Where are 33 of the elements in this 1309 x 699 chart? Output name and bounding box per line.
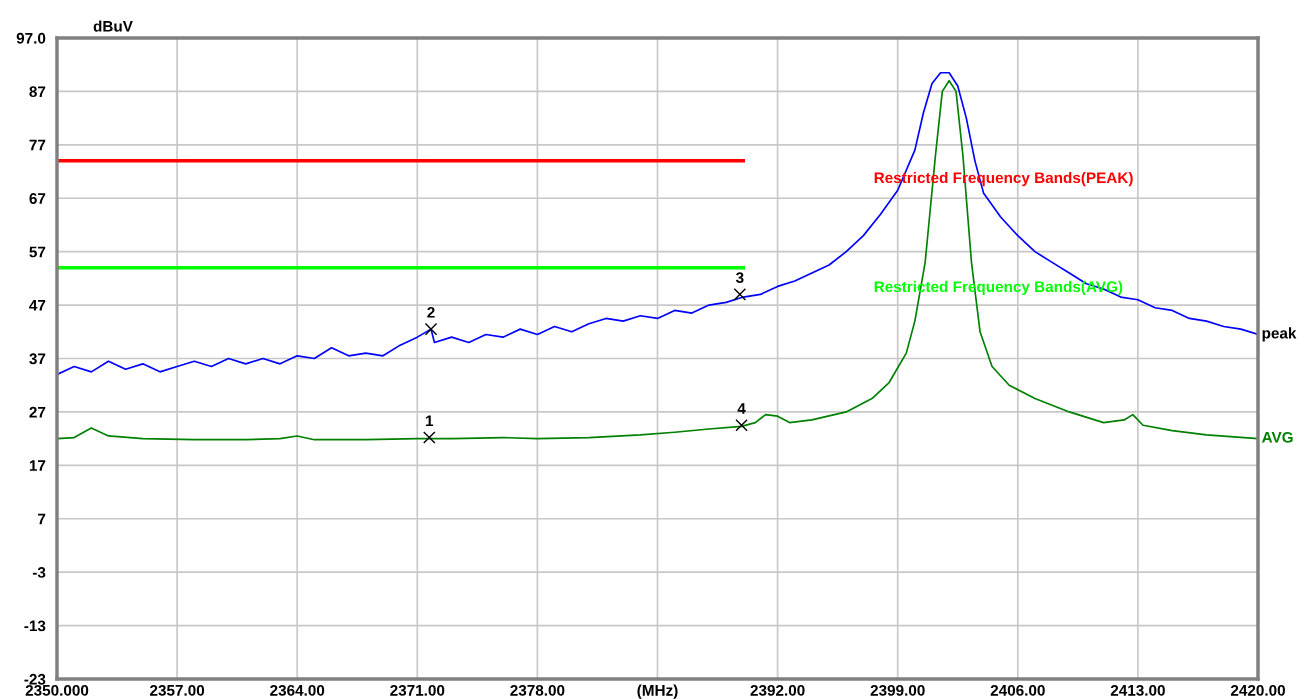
- annotation: 4: [737, 403, 746, 414]
- x-tick-label: 2420.00: [1230, 684, 1285, 696]
- x-tick-label: 2350.000: [25, 684, 89, 696]
- y-tick-label: 37: [29, 353, 46, 365]
- x-tick-label: (MHz): [637, 684, 678, 699]
- y-tick-label: 77: [29, 139, 46, 151]
- y-tick-label: 67: [29, 193, 46, 204]
- x-tick-label: 2399.00: [870, 684, 925, 696]
- y-tick-label: 7: [38, 513, 46, 525]
- x-tick-label: 2357.00: [150, 684, 205, 696]
- y-tick-label: -23: [24, 673, 46, 685]
- y-tick-label: 97.0: [16, 32, 46, 44]
- y-tick-label: 17: [29, 460, 46, 471]
- y-axis-title: dBuV: [93, 20, 133, 32]
- y-tick-label: -3: [32, 567, 46, 578]
- x-tick-label: 2406.00: [990, 684, 1045, 696]
- x-tick-label: 2371.00: [390, 684, 445, 696]
- annotation: 2: [427, 306, 435, 318]
- line-series: [57, 79, 1258, 441]
- y-tick-label: 27: [29, 406, 46, 418]
- line-series: [57, 71, 1258, 376]
- x-tick-label: 2378.00: [510, 684, 565, 696]
- annotation: 3: [735, 272, 744, 284]
- x-tick-label: 2364.00: [270, 684, 325, 696]
- series-label: peak: [1262, 327, 1297, 342]
- y-tick-label: 47: [29, 300, 46, 311]
- y-tick-label: 57: [29, 246, 46, 258]
- series-label: AVG: [1261, 431, 1293, 443]
- x-tick-label: 2413.00: [1110, 684, 1165, 696]
- annotation: 1: [426, 415, 434, 427]
- y-tick-label: 87: [29, 86, 46, 98]
- x-tick-label: 2392.00: [750, 684, 805, 696]
- y-tick-label: -13: [24, 620, 46, 632]
